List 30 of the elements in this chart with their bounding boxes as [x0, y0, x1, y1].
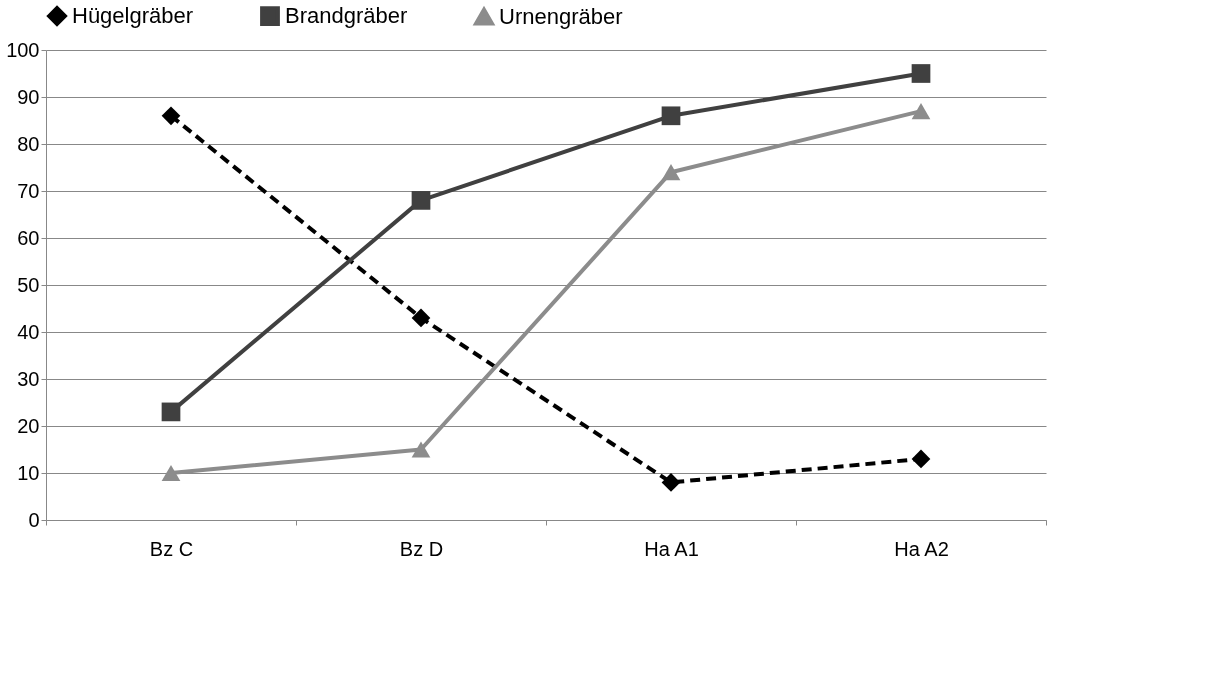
legend-label: Brandgräber — [285, 3, 408, 29]
x-tick-label: Bz C — [149, 537, 194, 560]
x-tick-label: Bz D — [399, 537, 444, 560]
point — [411, 308, 431, 328]
y-tick-label: 60 — [17, 226, 40, 249]
y-tick-label: 70 — [17, 179, 40, 202]
y-tick-label: 40 — [17, 320, 40, 343]
point — [161, 464, 181, 482]
y-tick-label: 90 — [17, 85, 40, 108]
y-tick-label: 80 — [17, 132, 40, 155]
y-tick-label: 10 — [17, 461, 40, 484]
point — [911, 449, 931, 469]
y-tick-label: 50 — [17, 273, 40, 296]
x-tick-label: Ha A2 — [894, 537, 949, 560]
point — [411, 441, 431, 458]
y-tick-label: 30 — [17, 367, 40, 390]
point — [911, 103, 931, 120]
point — [661, 164, 681, 181]
point — [161, 106, 181, 126]
legend-label: Urnengräber — [499, 3, 623, 29]
point — [661, 473, 681, 492]
point — [911, 64, 931, 83]
y-tick-label: 0 — [28, 508, 40, 531]
y-tick-label: 100 — [6, 38, 40, 61]
legend-label: Hügelgräber — [72, 3, 194, 29]
y-tick-label: 20 — [17, 414, 40, 437]
point — [411, 191, 431, 210]
x-tick-label: Ha A1 — [644, 537, 699, 560]
point — [661, 106, 681, 126]
point — [161, 402, 181, 422]
